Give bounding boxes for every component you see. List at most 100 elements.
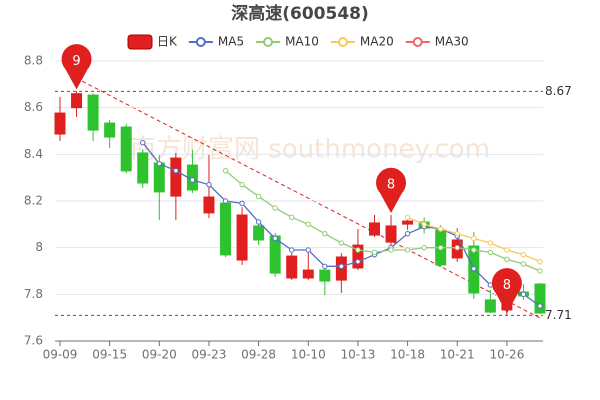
x-tick-label: 10-21 [440,348,475,362]
ma-point [537,303,543,309]
ma-point [255,193,262,200]
x-tick-label: 09-20 [142,348,177,362]
candle-body [87,94,99,131]
ma-point [487,249,494,256]
ma-point [437,244,444,251]
candle-body [137,152,149,184]
candle-body [54,112,66,135]
ma-point [239,200,245,207]
ma-point [504,256,510,263]
candle-body [104,122,116,138]
trend-line [75,77,541,319]
ma-point [255,219,262,225]
candle-body [402,220,414,225]
ma-point [520,261,527,267]
candle-body [120,126,132,172]
candle-body [534,283,546,314]
ma-point [404,214,411,221]
ma-point [239,181,245,188]
candle-body [203,196,215,214]
ma-point [421,221,427,228]
ma-point [355,247,361,253]
candle-body [286,255,298,279]
candle-body [319,269,331,282]
ma-point [222,167,229,174]
candle-body [302,269,314,279]
ma-point [437,226,444,232]
legend-label: MA20 [360,35,394,49]
chart-title: 深高速(600548) [231,3,369,24]
x-tick-label: 09-15 [92,348,127,362]
price-marker-label: 8 [387,178,395,193]
y-tick-label: 8.4 [24,147,43,161]
y-tick-label: 8 [35,240,43,254]
ma-point [454,244,460,251]
ma-point [289,247,295,253]
candle-body [220,202,232,256]
ma-point [520,291,527,298]
legend-label: MA10 [285,35,319,49]
ma-point [471,235,477,242]
ma-point [322,263,328,270]
x-tick-label: 09-09 [43,348,78,362]
ma-point [388,247,394,253]
ma-point [355,258,361,265]
ma-point [140,139,146,146]
ma-point [421,244,427,251]
ma-point [272,205,278,211]
ma-point [289,214,295,221]
reference-label: 7.71 [545,308,572,322]
candle-body [170,157,182,197]
ma-point [206,181,212,188]
legend-icon [412,37,423,47]
x-tick-label: 10-10 [291,348,326,362]
x-tick-label: 09-23 [192,348,227,362]
ma-point [520,251,527,258]
ma-point [338,263,345,270]
ma-point [471,247,477,253]
ma-point [338,240,345,246]
x-tick-label: 10-13 [340,348,375,362]
candle-body [385,225,397,243]
legend-icon [127,34,153,50]
ma-point [305,247,311,253]
y-tick-label: 7.8 [24,287,43,301]
ma-point [371,249,378,256]
watermark: 南方财富网 southmoney.com [130,135,490,165]
legend-label: MA30 [435,35,469,49]
ma-point [487,282,494,288]
ma-point [471,265,477,272]
ma-point [156,160,163,167]
ma-point [404,247,411,253]
ma-point [537,268,543,274]
y-tick-label: 7.6 [24,334,43,348]
ma-point [305,221,311,228]
legend-label: 日K [157,35,178,49]
candle-body [484,299,496,313]
price-marker [61,44,92,90]
ma-point [487,240,494,246]
ma-point [222,198,229,204]
price-marker-label: 9 [72,54,80,69]
ma-point [272,235,278,242]
price-marker [376,167,407,213]
candle-body [368,222,380,236]
legend-label: MA5 [218,35,244,49]
legend-icon [195,37,206,47]
y-tick-label: 8.6 [24,100,43,114]
legend-icon [337,37,348,47]
x-tick-label: 10-18 [390,348,425,362]
y-tick-label: 8.8 [24,54,43,68]
candle-body [236,214,248,261]
ma-point [537,258,543,265]
ma-point [454,230,460,237]
candle-body [352,244,364,269]
candle-body [153,162,165,193]
x-tick-label: 09-28 [241,348,276,362]
price-marker [491,268,522,314]
ma-line [225,170,541,272]
ma-point [404,230,411,237]
reference-label: 8.67 [545,84,572,98]
ma-point [504,247,510,253]
